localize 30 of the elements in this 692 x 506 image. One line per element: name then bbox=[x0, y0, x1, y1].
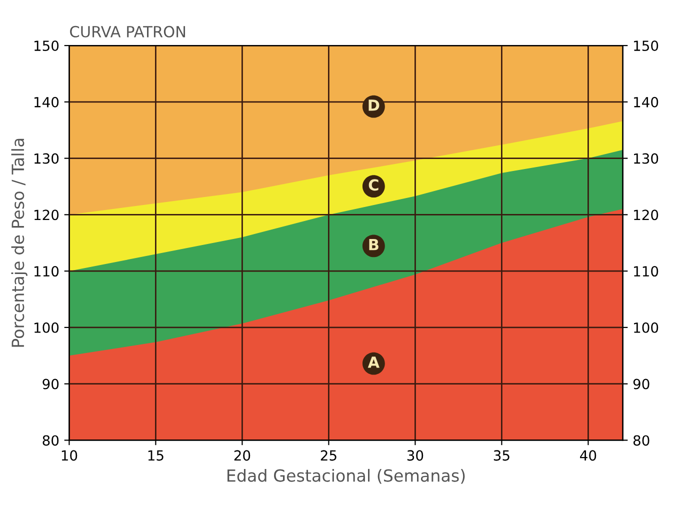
x-tick-label: 20 bbox=[234, 450, 250, 461]
x-tick-label: 30 bbox=[407, 450, 424, 461]
y-tick-label: 80 bbox=[42, 435, 59, 446]
annotation: D bbox=[368, 100, 380, 111]
x-axis-title: Edad Gestacional (Semanas) bbox=[228, 468, 465, 484]
annotation: A bbox=[368, 356, 380, 368]
annotation: B bbox=[369, 239, 378, 250]
y2-tick-label: 120 bbox=[634, 210, 658, 220]
y2-tick-label: 80 bbox=[633, 435, 650, 446]
y2-tick-label: 90 bbox=[633, 378, 650, 390]
x-tick-label: 40 bbox=[580, 450, 596, 461]
y-tick-label: 100 bbox=[34, 322, 59, 333]
y2-tick-label: 110 bbox=[634, 266, 658, 277]
y-tick-label: 120 bbox=[34, 210, 59, 220]
y-tick-label: 90 bbox=[42, 378, 59, 390]
y2-tick-label: 140 bbox=[634, 96, 658, 108]
x-tick-label: 35 bbox=[494, 450, 510, 461]
x-tick-label: 10 bbox=[62, 450, 78, 461]
chart-title: CURVA PATRON bbox=[70, 26, 186, 38]
y-tick-label: 150 bbox=[34, 40, 59, 52]
y-tick-label: 110 bbox=[34, 266, 59, 277]
y2-tick-label: 130 bbox=[634, 153, 658, 164]
y-axis-title: Porcentaje de Peso / Talla bbox=[11, 138, 28, 347]
y2-tick-label: 150 bbox=[634, 40, 658, 52]
y-tick-label: 140 bbox=[34, 96, 59, 108]
annotation: C bbox=[368, 179, 378, 191]
y2-tick-label: 100 bbox=[634, 322, 658, 333]
x-tick-label: 25 bbox=[320, 450, 336, 461]
x-tick-label: 15 bbox=[148, 450, 164, 461]
y-tick-label: 130 bbox=[34, 153, 59, 164]
